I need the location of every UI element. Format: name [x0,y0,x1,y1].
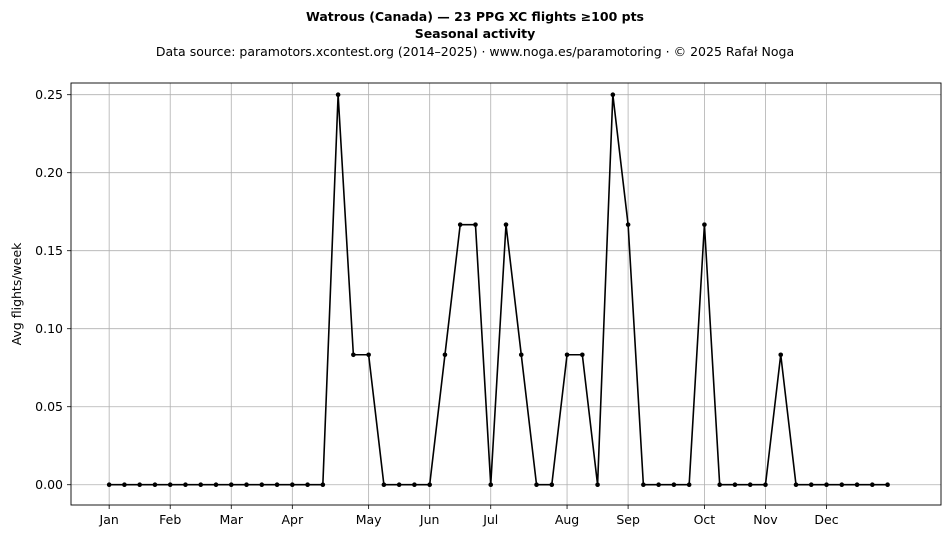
data-point [534,482,539,488]
data-point [473,222,478,227]
data-point [625,222,631,227]
data-point [228,482,234,488]
data-point [778,352,784,358]
x-tick-label: Jul [482,512,498,527]
data-point [870,482,875,488]
data-point [671,482,677,488]
data-point [808,482,814,488]
data-point [122,482,127,488]
data-point [488,482,494,488]
data-point [259,482,265,488]
data-point [717,482,722,488]
x-tick-label: Dec [814,512,838,527]
data-point [885,482,890,488]
data-point [152,482,158,488]
plot-frame [70,82,942,506]
x-axis-ticks: Jan Feb Mar Apr May Jun Jul Aug Sep Oct Nov Dec [99,505,839,527]
y-axis-ticks: 0.00 0.05 0.10 0.15 0.20 0.25 [35,87,71,492]
data-point [824,482,829,488]
data-point [457,222,463,227]
x-tick-label: Oct [694,512,716,527]
data-point [656,482,661,488]
data-point [274,482,280,488]
data-point [290,482,295,488]
y-tick-label: 0.25 [35,87,63,102]
data-point [335,92,341,98]
data-point [381,482,387,488]
data-point [702,222,707,227]
x-tick-label: Mar [219,512,243,527]
data-point [320,482,326,488]
data-point [305,482,310,488]
data-point [137,482,142,488]
x-tick-label: Feb [159,512,181,527]
y-tick-label: 0.10 [35,321,63,336]
grid-lines [71,83,941,505]
series-line [109,93,888,486]
data-point [641,482,646,488]
data-point [839,482,845,488]
data-point [427,482,432,488]
data-point [167,482,173,488]
chart-subtitle: Data source: paramotors.xcontest.org (20… [156,44,794,59]
data-point [106,482,112,488]
data-point [763,482,768,488]
chart-title-line-1: Watrous (Canada) — 23 PPG XC flights ≥10… [306,9,644,24]
x-tick-label: Sep [616,512,640,527]
data-point [732,482,738,488]
data-point [503,222,509,227]
x-tick-label: Jun [419,512,440,527]
x-tick-label: May [356,512,382,527]
data-point [412,482,417,488]
x-tick-label: Aug [555,512,579,527]
y-tick-label: 0.05 [35,399,63,414]
y-axis-label: Avg flights/week [9,242,24,346]
data-point [854,482,860,488]
data-point [580,352,585,358]
y-tick-label: 0.15 [35,243,63,258]
data-point [198,482,204,488]
x-tick-label: Nov [753,512,778,527]
data-point [442,352,448,358]
data-point [564,352,570,358]
data-point [747,482,753,488]
data-point [213,482,219,488]
x-tick-label: Apr [282,512,304,527]
data-point [366,352,371,358]
series-line-group [106,92,890,488]
data-point [183,482,188,488]
chart-title-line-2: Seasonal activity [415,26,536,41]
data-point [351,352,356,358]
data-point [686,482,692,488]
y-tick-label: 0.00 [35,477,63,492]
data-point [549,482,555,488]
data-point [595,482,600,488]
y-tick-label: 0.20 [35,165,63,180]
data-point [244,482,249,488]
data-point [518,352,524,358]
data-point [396,482,402,488]
data-point [793,482,799,488]
data-point [610,92,616,98]
x-tick-label: Jan [99,512,119,527]
